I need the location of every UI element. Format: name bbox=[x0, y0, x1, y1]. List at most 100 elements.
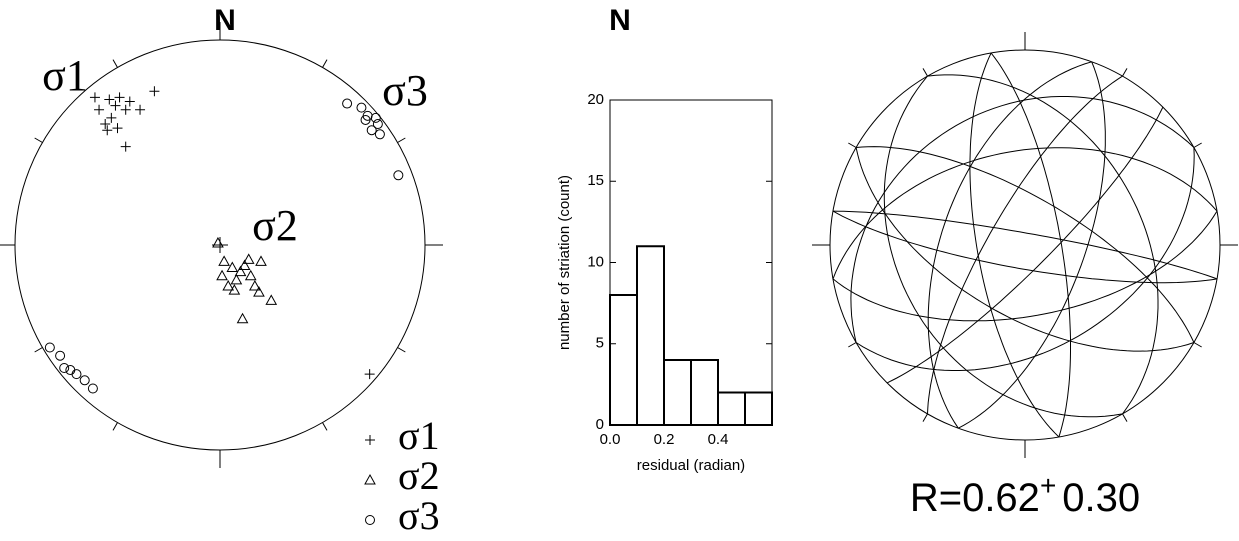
x-tick-label: 0.4 bbox=[708, 431, 729, 448]
legend-label: σ1 bbox=[398, 413, 440, 458]
circle-marker bbox=[360, 114, 371, 125]
annotation-sup: + bbox=[1040, 470, 1056, 501]
y-tick-label: 20 bbox=[587, 91, 604, 108]
great-circle bbox=[850, 96, 1195, 343]
triangle-marker bbox=[253, 286, 265, 297]
legend-label: σ3 bbox=[398, 493, 440, 538]
annotation-text: R=0.62 bbox=[910, 476, 1040, 520]
great-circle bbox=[886, 106, 1164, 384]
annotation-error: 0.30 bbox=[1062, 476, 1140, 520]
series-label: σ2 bbox=[252, 201, 298, 250]
azimuth-tick bbox=[322, 422, 328, 431]
series-label: σ3 bbox=[382, 66, 428, 115]
plus-marker bbox=[106, 112, 117, 123]
circle-marker bbox=[342, 98, 353, 109]
triangle-marker bbox=[364, 473, 376, 485]
circle-marker bbox=[44, 342, 55, 353]
great-circle bbox=[832, 147, 1218, 280]
plus-marker bbox=[135, 104, 146, 115]
plus-marker bbox=[364, 369, 375, 380]
great-circle bbox=[927, 75, 1123, 414]
plus-marker bbox=[365, 435, 375, 445]
bar bbox=[690, 359, 719, 426]
north-label: N bbox=[609, 4, 631, 37]
circle-marker bbox=[55, 350, 66, 361]
triangle-marker bbox=[226, 261, 239, 273]
circle-marker bbox=[393, 170, 404, 181]
circle-marker bbox=[79, 375, 90, 386]
great-circle bbox=[832, 210, 1218, 322]
circle-marker bbox=[366, 125, 377, 136]
great-circle bbox=[927, 74, 1159, 415]
triangle-marker bbox=[218, 255, 230, 266]
great-circle bbox=[856, 146, 1195, 343]
azimuth-tick bbox=[1193, 142, 1202, 148]
circle-marker bbox=[365, 515, 375, 525]
y-tick-label: 5 bbox=[596, 335, 604, 352]
y-tick-label: 15 bbox=[587, 172, 604, 189]
circle-marker bbox=[71, 369, 82, 380]
series-label: σ1 bbox=[42, 51, 88, 100]
azimuth-tick bbox=[922, 68, 928, 77]
bar bbox=[744, 391, 773, 426]
azimuth-tick bbox=[112, 59, 118, 68]
triangle-marker bbox=[216, 269, 228, 281]
x-tick-label: 0.2 bbox=[654, 431, 675, 448]
triangle-marker bbox=[265, 294, 278, 305]
plus-marker bbox=[120, 104, 131, 115]
great-circle bbox=[927, 61, 1092, 429]
plus-marker bbox=[104, 94, 115, 105]
north-label: N bbox=[214, 4, 236, 37]
bar bbox=[717, 391, 746, 426]
circle-marker bbox=[372, 119, 383, 130]
great-circle bbox=[832, 210, 1218, 284]
triangle-marker bbox=[249, 279, 261, 291]
plus-marker bbox=[110, 100, 121, 111]
great-circle bbox=[832, 210, 1218, 280]
x-axis-label: residual (radian) bbox=[637, 457, 745, 474]
plus-marker bbox=[124, 96, 135, 107]
great-circle bbox=[969, 52, 1060, 438]
triangle-marker bbox=[255, 255, 267, 266]
circle-marker bbox=[356, 102, 367, 113]
plus-marker bbox=[114, 92, 125, 103]
azimuth-tick bbox=[1193, 342, 1202, 348]
circle-marker bbox=[370, 112, 381, 123]
y-tick-label: 10 bbox=[587, 253, 604, 270]
bar bbox=[636, 245, 665, 426]
plus-marker bbox=[149, 86, 160, 97]
plus-marker bbox=[112, 123, 123, 134]
azimuth-tick bbox=[397, 347, 406, 353]
x-tick-label: 0.0 bbox=[600, 431, 621, 448]
triangle-marker bbox=[230, 273, 243, 285]
plus-marker bbox=[102, 125, 113, 136]
bar bbox=[663, 359, 692, 426]
great-circle bbox=[990, 52, 1071, 438]
triangle-marker bbox=[244, 269, 257, 281]
annotation: R=0.62+ 0.30 bbox=[910, 470, 1140, 519]
plus-marker bbox=[100, 119, 111, 130]
triangle-marker bbox=[234, 265, 247, 277]
y-axis-label: number of striation (count) bbox=[556, 175, 573, 350]
circle-marker bbox=[59, 363, 70, 373]
great-circle bbox=[883, 75, 1123, 418]
plus-marker bbox=[94, 104, 105, 115]
triangle-marker bbox=[238, 259, 251, 270]
azimuth-tick bbox=[848, 142, 857, 148]
azimuth-tick bbox=[1122, 413, 1128, 422]
circle-marker bbox=[374, 129, 385, 140]
legend-label: σ2 bbox=[398, 453, 440, 498]
plus-marker bbox=[120, 141, 131, 152]
triangle-marker bbox=[212, 236, 224, 248]
azimuth-tick bbox=[922, 413, 928, 422]
azimuth-tick bbox=[322, 59, 328, 68]
triangle-marker bbox=[242, 253, 255, 264]
great-circle bbox=[855, 147, 1195, 371]
azimuth-tick bbox=[34, 347, 43, 353]
bar bbox=[609, 294, 638, 426]
azimuth-tick bbox=[397, 137, 406, 143]
azimuth-tick bbox=[848, 342, 857, 348]
triangle-marker bbox=[228, 284, 241, 295]
